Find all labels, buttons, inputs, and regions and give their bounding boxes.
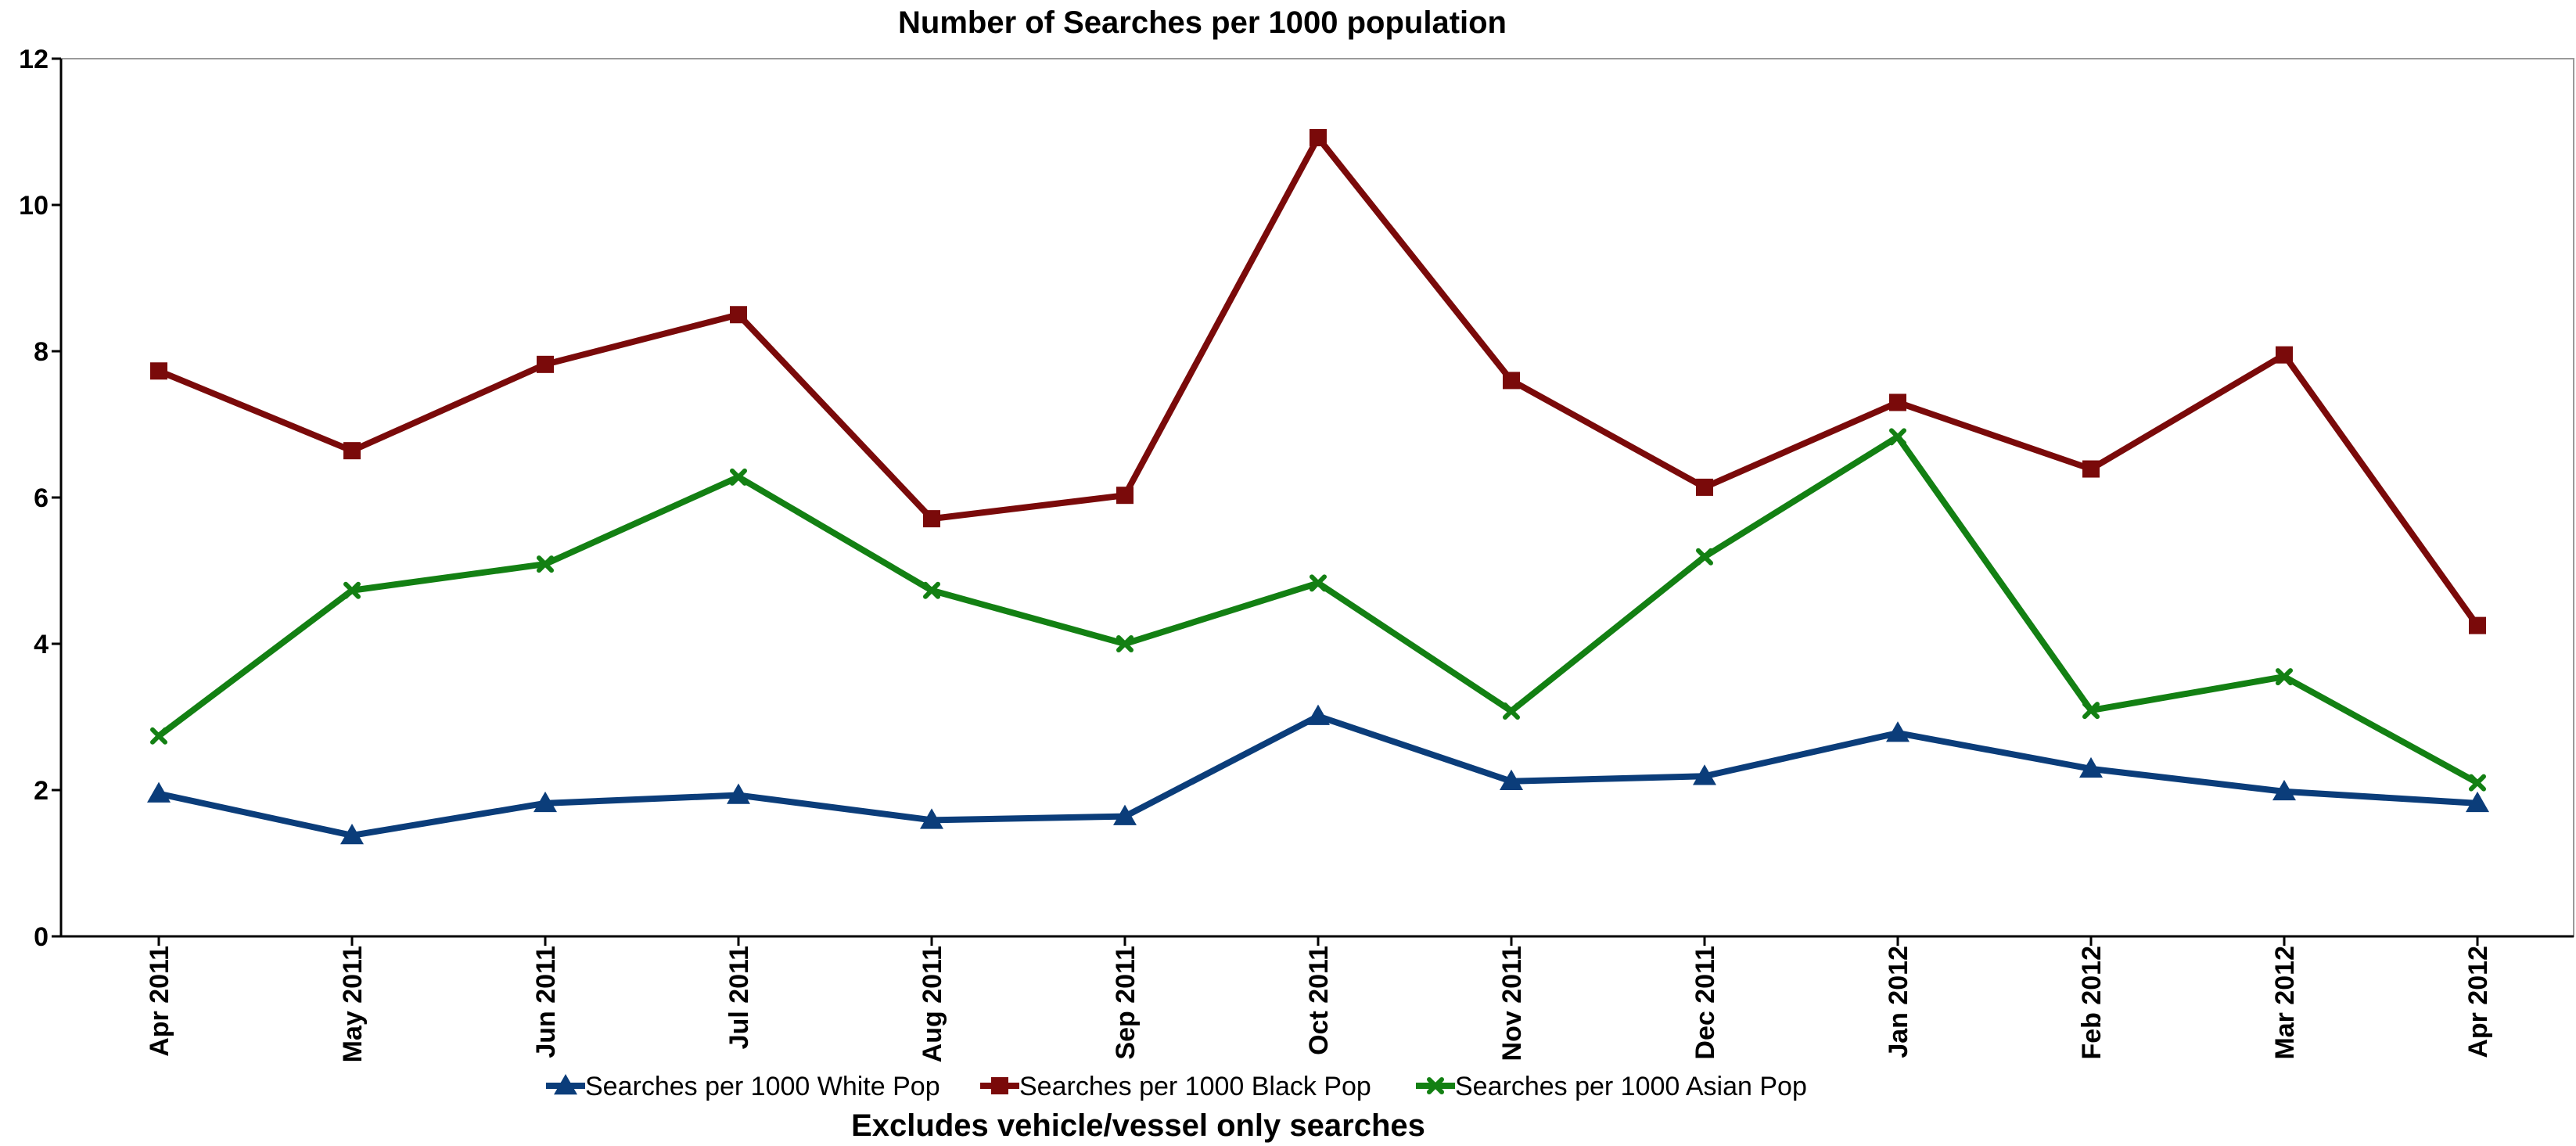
data-point-asian: [2276, 668, 2293, 686]
data-point-white: [2466, 791, 2489, 813]
data-point-asian: [150, 727, 167, 745]
marker-stroke: [343, 581, 361, 599]
data-point-asian: [343, 581, 361, 599]
series-layer: [147, 128, 2489, 845]
data-point-black: [2276, 346, 2293, 364]
marker-stroke: [2082, 702, 2100, 720]
data-point-asian: [1116, 635, 1134, 652]
data-point-white: [534, 791, 557, 813]
x-tick-label: Jul 2011: [724, 946, 754, 1049]
legend-marker: [1427, 1077, 1444, 1094]
marker-stroke: [1503, 702, 1520, 720]
data-point-black: [1889, 393, 1906, 411]
data-point-asian: [2082, 702, 2100, 720]
x-tick-label: Aug 2011: [918, 946, 947, 1062]
data-point-asian: [730, 468, 747, 486]
data-point-white: [147, 781, 171, 803]
x-tick-label: May 2011: [338, 946, 368, 1062]
chart-footnote: Excludes vehicle/vessel only searches: [851, 1108, 1425, 1143]
data-point-asian: [1696, 548, 1713, 566]
legend-label: Searches per 1000 White Pop: [585, 1072, 940, 1101]
data-point-white: [1500, 769, 1523, 791]
x-tick-label: Apr 2011: [145, 946, 174, 1057]
data-point-black: [1310, 128, 1327, 146]
data-point-white: [1886, 721, 1910, 742]
data-point-white: [340, 823, 364, 845]
data-point-black: [2082, 460, 2100, 478]
x-tick-label: Apr 2012: [2463, 946, 2493, 1058]
x-ticks: Apr 2011 May 2011 Jun 2011 Jul 2011 Aug 2011…: [145, 936, 2493, 1062]
y-ticks: 0 2 4 6 8 10 12: [19, 45, 61, 952]
x-tick-label: Sep 2011: [1111, 946, 1141, 1060]
data-point-white: [1693, 764, 1716, 785]
x-tick-label: Jan 2012: [1884, 946, 1913, 1058]
series-black: [150, 128, 2486, 634]
y-tick-label: 6: [34, 483, 49, 513]
x-tick-label: Dec 2011: [1690, 946, 1720, 1060]
data-point-black: [730, 306, 747, 324]
data-point-black: [1696, 478, 1713, 496]
y-tick-label: 12: [19, 45, 49, 74]
marker-stroke: [2276, 668, 2293, 686]
legend-marker: [991, 1077, 1008, 1094]
y-tick-label: 8: [34, 337, 49, 367]
y-tick-label: 10: [19, 191, 49, 221]
plot-area: [60, 58, 2574, 937]
data-point-asian: [1889, 428, 1906, 446]
chart-title: Number of Searches per 1000 population: [898, 5, 1507, 40]
legend-item-asian: Searches per 1000 Asian Pop: [1416, 1072, 1807, 1101]
x-tick-label: Jun 2011: [531, 946, 561, 1058]
data-point-white: [2079, 756, 2103, 778]
marker-stroke: [730, 468, 747, 486]
data-point-asian: [1310, 574, 1327, 592]
data-point-white: [727, 783, 750, 804]
data-point-white: [1306, 704, 1330, 725]
series-line-black: [156, 134, 2481, 629]
x-tick-label: Feb 2012: [2077, 946, 2107, 1060]
data-point-black: [343, 442, 361, 460]
legend-item-black: Searches per 1000 Black Pop: [980, 1072, 1371, 1101]
data-point-asian: [1503, 702, 1520, 720]
data-point-asian: [923, 581, 940, 599]
marker-stroke: [2469, 774, 2486, 792]
y-tick-label: 0: [34, 922, 49, 952]
marker-stroke: [923, 581, 940, 599]
legend-label: Searches per 1000 Asian Pop: [1455, 1072, 1807, 1101]
data-point-black: [150, 362, 167, 380]
x-tick-label: Oct 2011: [1304, 946, 1334, 1055]
marker-stroke: [1116, 635, 1134, 652]
legend-marker: [554, 1074, 577, 1095]
data-point-white: [2272, 779, 2296, 801]
data-point-black: [1503, 372, 1520, 390]
series-asian: [150, 428, 2486, 792]
data-point-white: [1113, 804, 1137, 825]
series-line-white: [156, 713, 2481, 839]
x-tick-label: Mar 2012: [2270, 946, 2300, 1060]
marker-stroke: [537, 555, 554, 573]
series-line-asian: [156, 433, 2481, 786]
data-point-black: [1116, 487, 1134, 505]
data-point-asian: [537, 555, 554, 573]
marker-stroke: [1310, 574, 1327, 592]
data-point-asian: [2469, 774, 2486, 792]
data-point-white: [920, 808, 943, 829]
marker-stroke: [1889, 428, 1906, 446]
data-point-black: [923, 510, 940, 528]
data-point-black: [2469, 616, 2486, 634]
marker-stroke: [1696, 548, 1713, 566]
y-tick-label: 2: [34, 776, 49, 806]
marker-stroke: [1427, 1077, 1444, 1094]
x-tick-label: Nov 2011: [1497, 946, 1527, 1061]
marker-stroke: [150, 727, 167, 745]
legend-label: Searches per 1000 Black Pop: [1019, 1072, 1371, 1101]
y-tick-label: 4: [34, 630, 49, 659]
series-white: [147, 704, 2489, 845]
legend: Searches per 1000 White Pop Searches per …: [546, 1072, 1807, 1101]
legend-item-white: Searches per 1000 White Pop: [546, 1072, 940, 1101]
data-point-black: [537, 355, 554, 373]
